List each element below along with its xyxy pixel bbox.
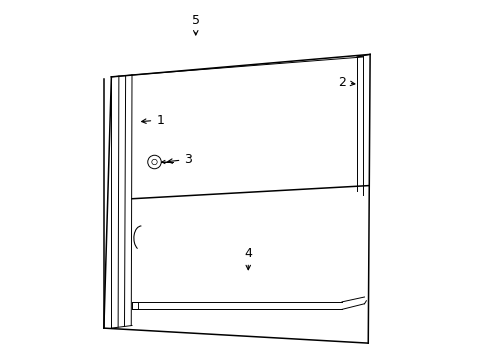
Text: 5: 5 [191,14,199,35]
Text: 4: 4 [244,247,252,270]
Text: 3: 3 [167,153,192,166]
Text: 2: 2 [337,76,354,89]
Text: 1: 1 [142,113,164,126]
